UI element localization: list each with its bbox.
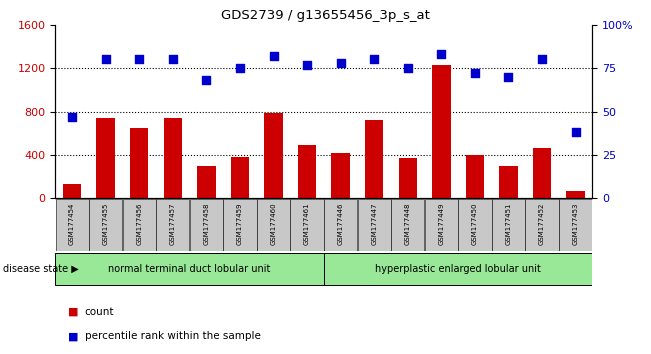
Text: ■: ■ [68, 307, 79, 316]
Point [167, 57, 178, 62]
Bar [365, 120, 383, 198]
Bar [156, 199, 189, 251]
Point [67, 114, 77, 120]
Point [335, 60, 346, 66]
Point [369, 57, 380, 62]
Text: GDS2739 / g13655456_3p_s_at: GDS2739 / g13655456_3p_s_at [221, 9, 430, 22]
Point [268, 53, 279, 59]
Bar [190, 199, 223, 251]
Text: GSM177448: GSM177448 [405, 202, 411, 245]
Bar [331, 153, 350, 198]
Text: normal terminal duct lobular unit: normal terminal duct lobular unit [109, 264, 271, 274]
Text: GSM177447: GSM177447 [371, 202, 377, 245]
Text: GSM177449: GSM177449 [438, 202, 445, 245]
Bar [257, 199, 290, 251]
Bar [566, 191, 585, 198]
Bar [357, 199, 391, 251]
Text: GSM177446: GSM177446 [338, 202, 344, 245]
Text: ■: ■ [68, 331, 79, 341]
Text: GSM177454: GSM177454 [69, 202, 75, 245]
Bar [230, 157, 249, 198]
Bar [89, 199, 122, 251]
Text: percentile rank within the sample: percentile rank within the sample [85, 331, 260, 341]
Text: GSM177457: GSM177457 [170, 202, 176, 245]
Bar [559, 199, 592, 251]
Bar [96, 118, 115, 198]
Text: GSM177456: GSM177456 [136, 202, 143, 245]
Text: hyperplastic enlarged lobular unit: hyperplastic enlarged lobular unit [375, 264, 541, 274]
Text: GSM177459: GSM177459 [237, 202, 243, 245]
Bar [290, 199, 324, 251]
Bar [424, 199, 458, 251]
Bar [55, 199, 89, 251]
Bar [432, 65, 450, 198]
Bar [324, 253, 592, 285]
Text: GSM177455: GSM177455 [103, 202, 109, 245]
Text: count: count [85, 307, 114, 316]
Bar [465, 155, 484, 198]
Point [537, 57, 547, 62]
Text: GSM177452: GSM177452 [539, 202, 545, 245]
Point [436, 51, 447, 57]
Point [235, 65, 245, 71]
Bar [533, 148, 551, 198]
Point [201, 78, 212, 83]
Point [302, 62, 312, 68]
Bar [525, 199, 559, 251]
Bar [55, 253, 324, 285]
Bar [197, 166, 215, 198]
Bar [391, 199, 424, 251]
Text: GSM177451: GSM177451 [505, 202, 512, 245]
Text: GSM177458: GSM177458 [203, 202, 210, 245]
Point [402, 65, 413, 71]
Bar [458, 199, 492, 251]
Text: GSM177461: GSM177461 [304, 202, 310, 245]
Bar [492, 199, 525, 251]
Text: disease state ▶: disease state ▶ [3, 264, 79, 274]
Bar [398, 158, 417, 198]
Point [134, 57, 145, 62]
Bar [499, 166, 518, 198]
Text: GSM177460: GSM177460 [271, 202, 277, 245]
Bar [130, 128, 148, 198]
Point [570, 130, 581, 135]
Bar [324, 199, 357, 251]
Bar [298, 145, 316, 198]
Point [100, 57, 111, 62]
Bar [163, 118, 182, 198]
Bar [63, 184, 81, 198]
Point [503, 74, 514, 80]
Bar [223, 199, 256, 251]
Point [470, 70, 480, 76]
Bar [264, 113, 283, 198]
Text: GSM177453: GSM177453 [573, 202, 579, 245]
Bar [122, 199, 156, 251]
Text: GSM177450: GSM177450 [472, 202, 478, 245]
